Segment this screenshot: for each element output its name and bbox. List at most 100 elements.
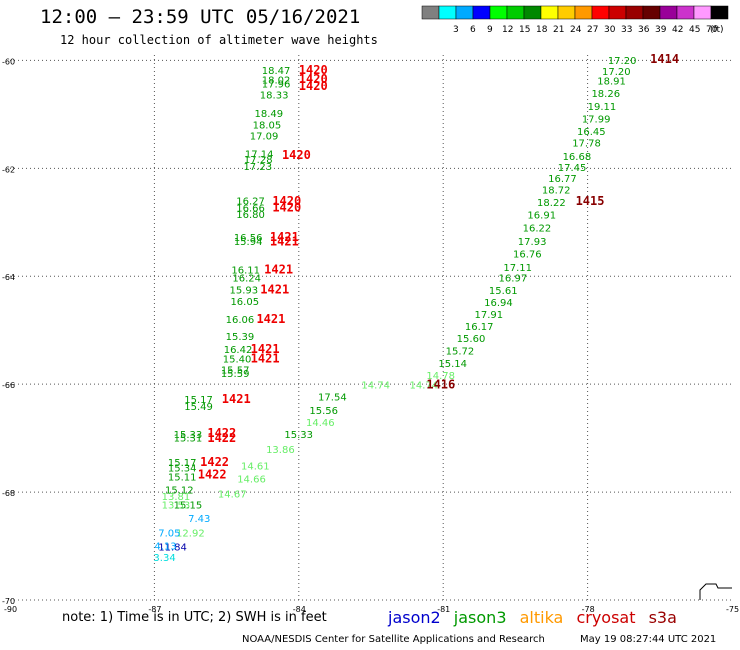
x-tick-label: -84 (293, 605, 306, 614)
wave-height-label: 15.31 (174, 433, 203, 444)
wave-height-label: 15.93 (229, 286, 258, 297)
wave-height-label: 12.92 (176, 528, 205, 539)
wave-height-label: 13.53 (162, 500, 191, 511)
wave-height-label: 17.14 (245, 150, 274, 161)
wave-height-label: 17.20 (608, 56, 637, 67)
wave-height-label: 15.14 (438, 359, 467, 370)
x-tick-label: -87 (148, 605, 161, 614)
pass-time-label: 1416 (426, 377, 455, 391)
wave-height-label: 16.77 (548, 174, 577, 185)
colorbar-label: 30 (604, 25, 616, 35)
wave-height-label: 15.56 (309, 406, 338, 417)
pass-time-label: 1421 (260, 283, 289, 297)
wave-height-label: 14.74 (410, 380, 439, 391)
colorbar-unit: (ft) (710, 25, 724, 35)
colorbar-swatch (608, 5, 627, 20)
colorbar-swatch (557, 5, 576, 20)
credit-line: NOAA/NESDIS Center for Satellite Applica… (242, 634, 545, 645)
colorbar-swatch (591, 5, 610, 20)
wave-height-label: 17.91 (474, 310, 503, 321)
wave-height-label: 19.11 (588, 102, 617, 113)
wave-height-label: 16.22 (523, 223, 552, 234)
colorbar-swatch (523, 5, 542, 20)
wave-height-label: 18.02 (262, 76, 291, 87)
colorbar-swatch (455, 5, 474, 20)
wave-height-label: 4.13 (154, 541, 176, 552)
wave-height-label: 17.20 (602, 67, 631, 78)
colorbar-swatch (676, 5, 695, 20)
wave-height-label: 16.45 (577, 127, 606, 138)
wave-height-label: 16.68 (563, 152, 592, 163)
wave-height-label: 16.06 (226, 315, 255, 326)
colorbar-label: 27 (587, 25, 598, 35)
colorbar-label: 36 (638, 25, 650, 35)
pass-time-label: 1420 (272, 194, 301, 208)
pass-time-label: 1422 (198, 468, 227, 482)
wave-height-label: 18.49 (255, 109, 284, 120)
wave-height-label: 16.27 (236, 196, 265, 207)
chart-title: 12:00 – 23:59 UTC 05/16/2021 (40, 6, 361, 28)
y-tick-label: -62 (2, 165, 15, 174)
wave-height-label: 17.96 (262, 79, 291, 90)
colorbar-swatch (574, 5, 593, 20)
pass-time-label: 1422 (207, 426, 236, 440)
wave-height-label: 17.54 (318, 392, 347, 403)
wave-height-label: 15.12 (165, 486, 194, 497)
colorbar-swatch (472, 5, 491, 20)
colorbar: 3 6 9 12 15 18 21 24 27 30 33 36 39 42 45 70(ft) (421, 5, 729, 35)
pass-time-label: 1420 (299, 63, 328, 77)
wave-height-label: 16.17 (465, 322, 494, 333)
wave-height-label: 17.93 (518, 237, 547, 248)
colorbar-label: 45 (689, 25, 700, 35)
pass-time-label: 1421 (270, 234, 299, 248)
pass-time-label: 1420 (299, 79, 328, 93)
colorbar-label: 70 (706, 25, 718, 35)
x-tick-label: -75 (726, 605, 739, 614)
footer-note: note: 1) Time is in UTC; 2) SWH is in fe… (62, 610, 327, 625)
pass-time-label: 1422 (200, 455, 229, 469)
wave-height-label: 15.15 (174, 500, 203, 511)
axis-ticks: -90 -87 -84 -81 -78 -75 -60 -62 -64 -66 -68 -70 (2, 57, 739, 614)
wave-height-label: 15.11 (168, 473, 197, 484)
wave-height-label: 11.84 (158, 542, 187, 553)
pass-time-label: 1415 (576, 194, 605, 208)
time-labels: 1420142014201420142014201421142114211421… (198, 52, 679, 481)
colorbar-swatch (659, 5, 678, 20)
wave-height-label: 16.11 (231, 266, 260, 277)
pass-time-label: 1414 (650, 52, 679, 66)
chart-subtitle: 12 hour collection of altimeter wave hei… (60, 33, 378, 47)
wave-height-label: 15.17 (184, 395, 213, 406)
pass-time-label: 1421 (251, 352, 280, 366)
x-tick-label: -90 (4, 605, 17, 614)
pass-time-label: 1422 (207, 431, 236, 445)
wave-height-label: 16.97 (499, 274, 528, 285)
wave-height-label: 15.72 (446, 346, 475, 357)
wave-height-label: 13.81 (162, 492, 191, 503)
wave-height-label: 18.91 (597, 77, 626, 88)
colorbar-label: 12 (502, 25, 513, 35)
x-tick-label: -81 (437, 605, 450, 614)
wave-height-label: 18.22 (537, 198, 566, 209)
wave-height-label: 15.57 (221, 365, 250, 376)
satellite-legend: jason2 jason3 altika cryosat s3a (388, 608, 685, 627)
plot-area (10, 55, 732, 600)
wave-height-label: 7.43 (188, 514, 210, 525)
legend-jason2: jason2 (388, 608, 441, 627)
y-tick-label: -64 (2, 273, 15, 282)
pass-time-label: 1420 (299, 72, 328, 86)
generated-timestamp: May 19 08:27:44 UTC 2021 (580, 634, 717, 645)
wave-height-label: 18.33 (260, 91, 289, 102)
wave-height-label: 17.78 (572, 139, 601, 150)
wave-height-label: 16.56 (234, 233, 263, 244)
wave-height-label: 16.42 (224, 345, 253, 356)
colorbar-label: 18 (536, 25, 548, 35)
wave-height-label: 15.39 (226, 332, 255, 343)
wave-height-label: 14.78 (426, 371, 455, 382)
wave-height-label: 16.94 (484, 298, 513, 309)
colorbar-swatch (421, 5, 440, 20)
wave-height-label: 17.23 (243, 162, 272, 173)
wave-height-label: 15.40 (223, 355, 252, 366)
wave-height-label: 17.11 (503, 263, 532, 274)
colorbar-label: 24 (570, 25, 582, 35)
colorbar-swatch (625, 5, 644, 20)
